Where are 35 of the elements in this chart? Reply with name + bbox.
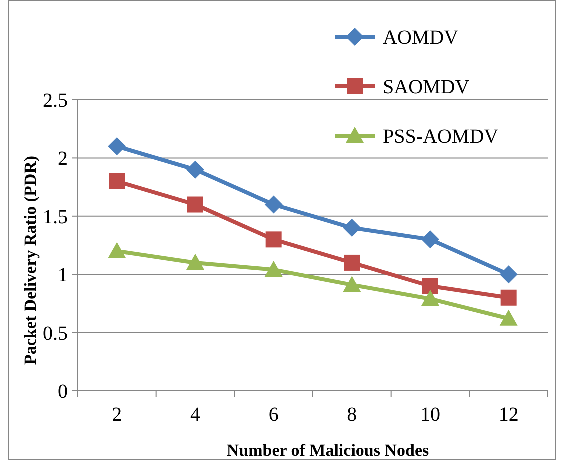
x-tick-label: 10 xyxy=(420,404,440,426)
x-axis-title: Number of Malicious Nodes xyxy=(226,441,430,460)
legend-label: AOMDV xyxy=(383,27,460,49)
x-tick-label: 8 xyxy=(347,404,358,426)
legend-label: SAOMDV xyxy=(383,76,470,98)
x-tick-label: 12 xyxy=(498,404,519,426)
point xyxy=(344,254,360,271)
point xyxy=(109,173,126,190)
y-tick-label: 2.5 xyxy=(43,90,68,112)
legend-label: PSS-AOMDV xyxy=(383,126,500,148)
point xyxy=(422,230,440,249)
y-tick-label: 1 xyxy=(58,264,68,287)
point xyxy=(108,242,126,258)
point xyxy=(422,290,440,306)
point xyxy=(264,196,283,214)
point xyxy=(343,219,362,238)
y-tick-label: 0 xyxy=(58,381,68,403)
y-axis-title: Packet Delivery Ratio (PDR) xyxy=(21,156,40,366)
point xyxy=(264,260,283,277)
point xyxy=(500,310,518,326)
x-tick-label: 6 xyxy=(268,404,279,426)
point xyxy=(500,290,517,306)
point xyxy=(343,276,362,292)
point xyxy=(500,266,518,284)
point xyxy=(266,232,282,248)
x-tick-label: 2 xyxy=(112,404,122,426)
point xyxy=(422,278,438,294)
y-tick-label: 0.5 xyxy=(43,322,68,345)
point xyxy=(186,160,204,179)
y-tick-label: 1.5 xyxy=(43,206,68,228)
point xyxy=(186,254,204,270)
point xyxy=(108,138,126,156)
point xyxy=(188,196,204,213)
x-tick-label: 4 xyxy=(190,404,200,426)
y-tick-label: 2 xyxy=(58,148,68,170)
